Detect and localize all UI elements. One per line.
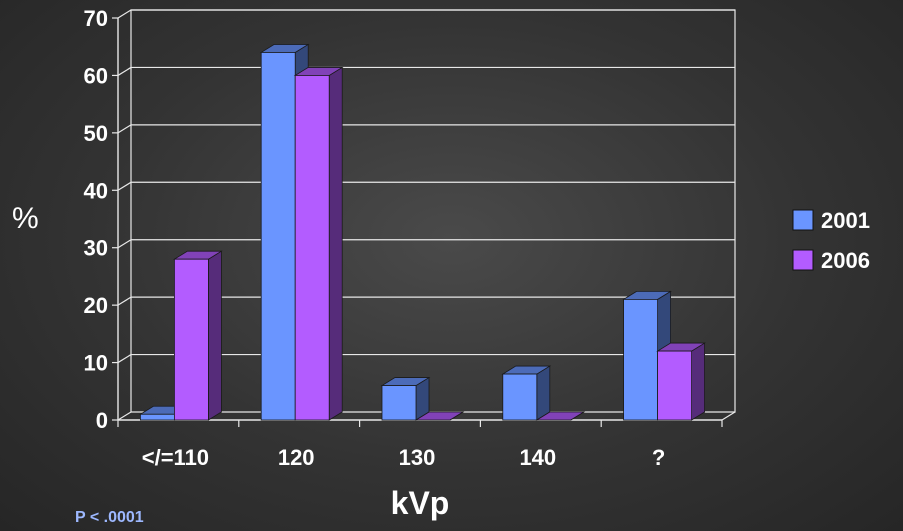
bar-2006-3: [535, 411, 586, 421]
y-tick-label: 30: [84, 236, 108, 261]
bar-front: [139, 413, 175, 421]
bar-front: [381, 385, 417, 421]
floor-side: [721, 411, 736, 421]
bar-front: [502, 373, 538, 421]
y-tick-label: 60: [84, 63, 108, 88]
y-tick-label: 0: [96, 408, 108, 433]
bar-2006-2: [414, 411, 465, 421]
legend-label-2006: 2006: [821, 248, 870, 273]
x-tick-label: ?: [652, 445, 665, 470]
grid-lines: [117, 9, 736, 413]
bar-top: [414, 411, 465, 421]
gridline-side: [117, 239, 132, 249]
y-tick-label: 20: [84, 293, 108, 318]
bar-2006-4: [656, 342, 707, 421]
x-tick-label: 120: [278, 445, 315, 470]
bars: [138, 43, 707, 421]
x-tick-labels: </=110 120 130 140?: [142, 445, 666, 470]
y-tick-label: 10: [84, 351, 108, 376]
x-tick-label: 130: [399, 445, 436, 470]
bar-2006-0: [172, 250, 223, 421]
bar-front: [657, 350, 692, 421]
gridline-side: [117, 124, 132, 134]
y-tick-labels: 0 10 20 30 40 50 60 70: [84, 6, 108, 433]
floor-side: [117, 411, 132, 421]
y-tick-label: 50: [84, 121, 108, 146]
bar-side: [691, 342, 705, 421]
bar-front: [623, 298, 658, 421]
y-tick-label: 70: [84, 6, 108, 31]
legend-swatch-2001: [792, 209, 814, 231]
bar-2001-3: [501, 365, 552, 421]
bar-side: [207, 250, 222, 421]
bar-side: [328, 66, 343, 421]
bar-front: [260, 52, 296, 421]
bar-front: [173, 258, 209, 421]
gridline-side: [117, 9, 132, 19]
x-axis-label: kVp: [391, 485, 450, 521]
bar-top: [535, 411, 586, 421]
legend: 2001 2006: [792, 208, 870, 273]
y-axis-label: %: [12, 202, 39, 235]
bar-front: [294, 75, 330, 421]
gridline-side: [117, 181, 132, 191]
bar-side: [536, 365, 551, 421]
legend-swatch-2006: [792, 249, 814, 271]
x-tick-label: 140: [519, 445, 556, 470]
gridline-side: [117, 354, 132, 364]
legend-label-2001: 2001: [821, 208, 870, 233]
p-value-annotation: P < .0001: [75, 509, 144, 526]
gridline-side: [117, 296, 132, 306]
bar-2001-2: [380, 376, 431, 421]
y-tick-label: 40: [84, 178, 108, 203]
gridline-side: [117, 66, 132, 76]
bar-2006-1: [293, 66, 344, 421]
x-tick-label: </=110: [142, 445, 209, 470]
